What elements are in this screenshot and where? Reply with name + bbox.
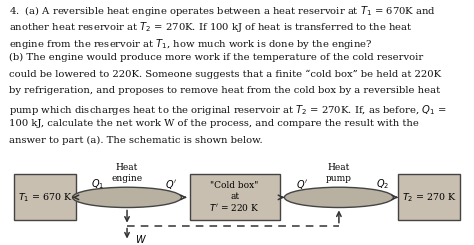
Text: 100 kJ, calculate the net work W of the process, and compare the result with the: 100 kJ, calculate the net work W of the …: [9, 119, 419, 128]
Text: Heat: Heat: [116, 163, 138, 172]
Text: answer to part (a). The schematic is shown below.: answer to part (a). The schematic is sho…: [9, 136, 262, 145]
Text: $Q'$: $Q'$: [164, 178, 177, 191]
Text: engine from the reservoir at $T_1$, how much work is done by the engine?: engine from the reservoir at $T_1$, how …: [9, 37, 372, 51]
Text: by refrigeration, and proposes to remove heat from the cold box by a reversible : by refrigeration, and proposes to remove…: [9, 86, 440, 95]
Text: engine: engine: [111, 173, 143, 183]
Text: pump: pump: [326, 173, 352, 183]
Text: Heat: Heat: [328, 163, 350, 172]
Circle shape: [73, 187, 182, 208]
Text: $T_2$ = 270 K: $T_2$ = 270 K: [401, 191, 456, 204]
Text: $W$: $W$: [135, 233, 147, 245]
Text: $Q_1$: $Q_1$: [91, 177, 104, 191]
Text: "Cold box": "Cold box": [210, 181, 259, 190]
Text: $T'$ = 220 K: $T'$ = 220 K: [210, 202, 260, 213]
Text: $Q'$: $Q'$: [296, 178, 308, 191]
Bar: [398, 174, 460, 220]
Bar: [190, 174, 280, 220]
Text: (b) The engine would produce more work if the temperature of the cold reservoir: (b) The engine would produce more work i…: [9, 53, 423, 62]
Bar: [14, 174, 76, 220]
Text: $T_1$ = 670 K: $T_1$ = 670 K: [18, 191, 73, 204]
Text: 4.  (a) A reversible heat engine operates between a heat reservoir at $T_1$ = 67: 4. (a) A reversible heat engine operates…: [9, 4, 436, 18]
Circle shape: [284, 187, 393, 208]
Text: another heat reservoir at $T_2$ = 270K. If 100 kJ of heat is transferred to the : another heat reservoir at $T_2$ = 270K. …: [9, 20, 412, 34]
Text: $Q_2$: $Q_2$: [376, 177, 389, 191]
Text: could be lowered to 220K. Someone suggests that a finite “cold box” be held at 2: could be lowered to 220K. Someone sugges…: [9, 70, 441, 79]
Text: pump which discharges heat to the original reservoir at $T_2$ = 270K. If, as bef: pump which discharges heat to the origin…: [9, 103, 446, 117]
Text: at: at: [230, 192, 239, 201]
